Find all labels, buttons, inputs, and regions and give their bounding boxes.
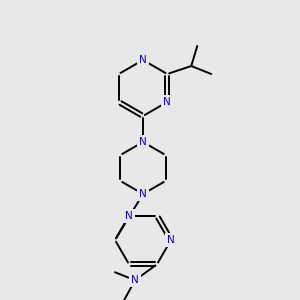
Text: N: N xyxy=(139,137,147,147)
Text: N: N xyxy=(164,97,171,107)
Text: N: N xyxy=(131,275,139,285)
Text: N: N xyxy=(167,235,175,245)
Text: N: N xyxy=(139,55,147,65)
Text: N: N xyxy=(125,211,133,221)
Text: N: N xyxy=(139,189,147,199)
